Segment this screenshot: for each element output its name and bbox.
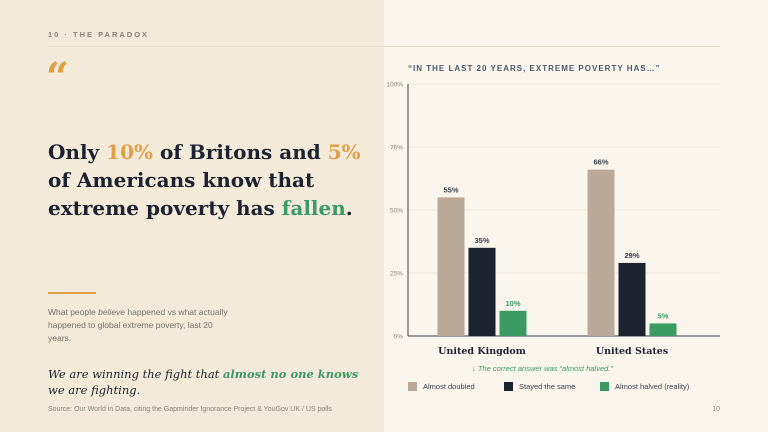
fight-highlight: almost no one knows bbox=[222, 367, 359, 381]
headline-text-4: . bbox=[345, 196, 353, 220]
chart-title: “IN THE LAST 20 YEARS, EXTREME POVERTY H… bbox=[408, 64, 661, 73]
data-label: 35% bbox=[474, 236, 489, 245]
left-panel bbox=[0, 0, 384, 432]
legend-label: Almost halved (reality) bbox=[615, 382, 690, 391]
bar bbox=[649, 323, 677, 336]
headline-highlight-us: 5% bbox=[327, 140, 361, 164]
quote-mark-icon: “ bbox=[46, 54, 70, 101]
y-tick-label: 50% bbox=[390, 208, 403, 215]
page-number: 10 bbox=[712, 406, 720, 413]
headline: Only 10% of Britons and 5% of Americans … bbox=[48, 138, 368, 222]
top-divider bbox=[48, 46, 720, 47]
correct-answer-note: ↓ The correct answer was “almost halved.… bbox=[472, 364, 613, 373]
headline-highlight-uk: 10% bbox=[106, 140, 153, 164]
fight-statement: We are winning the fight that almost no … bbox=[48, 366, 368, 398]
y-tick-label: 75% bbox=[390, 145, 403, 152]
legend-swatch bbox=[600, 382, 609, 391]
headline-text-2: of Britons and bbox=[153, 140, 328, 164]
data-label: 10% bbox=[505, 299, 520, 308]
legend-item: Stayed the same bbox=[504, 382, 575, 391]
data-label: 55% bbox=[443, 185, 458, 194]
bar bbox=[499, 310, 527, 336]
fight-text-2: we are fighting. bbox=[48, 383, 141, 397]
data-label: 29% bbox=[624, 251, 639, 260]
legend-item: Almost halved (reality) bbox=[600, 382, 689, 391]
legend-label: Stayed the same bbox=[519, 382, 576, 391]
headline-highlight-fallen: fallen bbox=[281, 196, 346, 220]
subtext-2: happened vs what actually happened to gl… bbox=[48, 307, 228, 343]
chart-legend: Almost doubled Stayed the same Almost halv… bbox=[408, 382, 720, 394]
legend-label: Almost doubled bbox=[423, 382, 475, 391]
slide-label: 10 · THE PARADOX bbox=[48, 30, 150, 39]
x-category-label: United States bbox=[596, 346, 668, 357]
source-note: Source: Our World in Data, citing the Ga… bbox=[48, 406, 332, 413]
subtext: What people believe happened vs what act… bbox=[48, 306, 238, 345]
x-category-label: United Kingdom bbox=[438, 346, 526, 357]
legend-swatch bbox=[408, 382, 417, 391]
bar bbox=[468, 247, 496, 336]
data-label: 5% bbox=[658, 311, 669, 320]
fight-text-1: We are winning the fight that bbox=[48, 367, 223, 381]
subtext-emphasis: believe bbox=[98, 307, 126, 317]
bar bbox=[618, 262, 646, 336]
y-tick-label: 25% bbox=[390, 271, 403, 278]
subtext-1: What people bbox=[48, 307, 99, 317]
data-label: 66% bbox=[593, 158, 608, 167]
headline-text-3: of Americans know that extreme poverty h… bbox=[48, 168, 315, 220]
headline-text-1: Only bbox=[48, 140, 107, 164]
y-tick-label: 0% bbox=[394, 334, 404, 341]
y-tick-label: 100% bbox=[386, 82, 403, 89]
bar bbox=[437, 197, 465, 336]
accent-rule bbox=[48, 292, 96, 294]
legend-swatch bbox=[504, 382, 513, 391]
bar-chart: 0% 25% 50% 75% 100% 55% 35% 10% United Kingdom 66… bbox=[386, 82, 720, 357]
legend-item: Almost doubled bbox=[408, 382, 475, 391]
bar bbox=[587, 169, 615, 336]
